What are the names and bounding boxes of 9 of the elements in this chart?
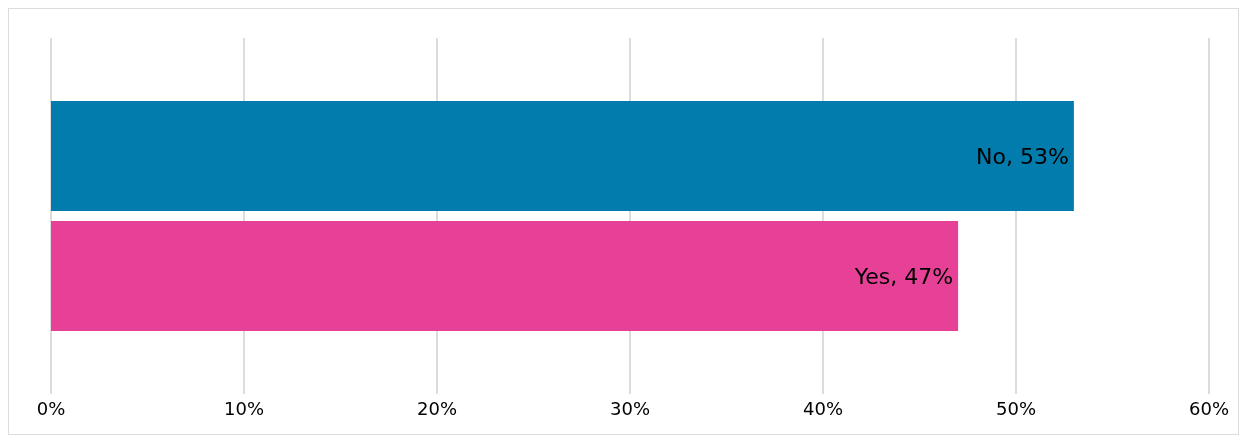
data-label: No, 53% — [976, 143, 1069, 169]
x-tick-label: 30% — [609, 397, 651, 419]
x-tick-label: 20% — [416, 397, 458, 419]
x-tick-label: 60% — [1188, 397, 1230, 419]
x-tick-label: 40% — [802, 397, 844, 419]
x-tick-label: 10% — [223, 397, 265, 419]
x-tick-label: 0% — [36, 397, 66, 419]
data-label: Yes, 47% — [853, 263, 954, 289]
x-tick-label: 50% — [995, 397, 1037, 419]
